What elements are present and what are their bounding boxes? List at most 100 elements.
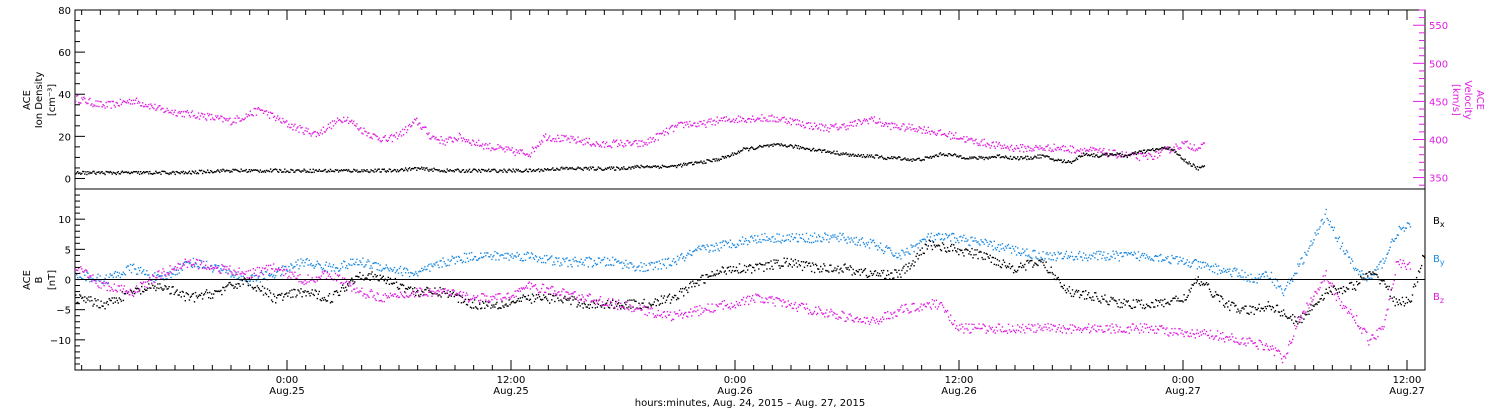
data-point — [756, 118, 758, 120]
data-point — [566, 257, 568, 259]
data-point — [1376, 274, 1378, 276]
data-point — [130, 171, 133, 173]
data-point — [366, 277, 368, 280]
data-point — [690, 124, 692, 126]
data-point — [323, 296, 326, 299]
data-point — [1412, 286, 1415, 288]
data-point — [1080, 152, 1083, 154]
data-point — [91, 280, 93, 283]
data-point — [1007, 147, 1010, 149]
data-point — [270, 112, 273, 115]
data-point — [1230, 273, 1232, 276]
data-point — [425, 167, 427, 169]
data-point — [633, 167, 635, 169]
data-point — [845, 238, 847, 241]
data-point — [546, 298, 548, 300]
data-point — [289, 269, 291, 271]
data-point — [1040, 256, 1042, 259]
data-point — [421, 267, 423, 270]
data-point — [133, 292, 136, 295]
data-point — [229, 281, 231, 284]
data-point — [894, 269, 896, 271]
data-point — [252, 288, 254, 290]
data-point — [372, 262, 374, 265]
data-point — [868, 247, 871, 249]
data-point — [136, 291, 139, 293]
data-point — [136, 102, 139, 104]
data-point — [343, 287, 345, 289]
data-point — [1241, 307, 1243, 310]
data-point — [655, 166, 657, 168]
data-point — [196, 266, 199, 268]
data-point — [745, 121, 748, 124]
data-point — [858, 155, 860, 157]
data-point — [174, 173, 176, 176]
data-point — [1023, 266, 1025, 268]
data-point — [1140, 299, 1143, 301]
data-point — [177, 269, 179, 271]
data-point — [935, 154, 938, 156]
data-point — [951, 233, 953, 235]
data-point — [1196, 268, 1198, 270]
data-point — [111, 288, 113, 291]
data-point — [858, 239, 860, 241]
data-point — [193, 266, 196, 268]
data-point — [848, 238, 850, 240]
data-point — [1152, 302, 1154, 304]
data-point — [511, 147, 513, 149]
data-point — [1076, 158, 1079, 161]
data-point — [603, 146, 606, 148]
data-point — [78, 101, 80, 104]
data-point — [393, 266, 396, 269]
data-point — [780, 118, 782, 121]
data-point — [682, 287, 684, 290]
data-point — [1032, 266, 1034, 268]
data-point — [140, 171, 142, 173]
data-point — [220, 289, 222, 292]
data-point — [815, 263, 817, 265]
data-point — [382, 136, 384, 139]
data-point — [317, 293, 319, 295]
data-point — [838, 154, 840, 156]
data-point — [532, 295, 535, 297]
data-point — [991, 245, 993, 247]
data-point — [974, 249, 976, 251]
data-point — [255, 280, 258, 282]
data-point — [423, 294, 425, 296]
data-point — [188, 114, 191, 117]
data-point — [105, 101, 107, 104]
data-point — [787, 145, 789, 147]
data-point — [953, 134, 955, 136]
data-point — [413, 168, 415, 170]
data-point — [1011, 265, 1014, 267]
data-point — [994, 147, 996, 149]
data-point — [545, 133, 547, 135]
data-point — [84, 173, 86, 175]
data-point — [1136, 257, 1139, 260]
data-point — [538, 141, 541, 143]
data-point — [1127, 300, 1129, 302]
data-point — [966, 240, 968, 242]
data-point — [767, 239, 769, 242]
data-point — [256, 169, 259, 171]
data-point — [439, 170, 441, 173]
data-point — [678, 164, 681, 166]
data-point — [110, 171, 112, 174]
data-point — [691, 286, 693, 288]
data-point — [1066, 288, 1069, 290]
data-point — [689, 120, 691, 123]
data-point — [508, 259, 510, 261]
data-point — [548, 137, 550, 139]
data-point — [961, 157, 963, 159]
data-point — [514, 154, 516, 157]
data-point — [158, 171, 160, 174]
data-point — [1197, 276, 1199, 278]
data-point — [1161, 304, 1163, 306]
data-point — [487, 169, 489, 172]
data-point — [259, 109, 262, 111]
data-point — [273, 115, 276, 117]
data-point — [906, 159, 908, 161]
data-point — [1031, 259, 1033, 262]
data-point — [965, 141, 967, 143]
data-point — [1284, 288, 1287, 290]
